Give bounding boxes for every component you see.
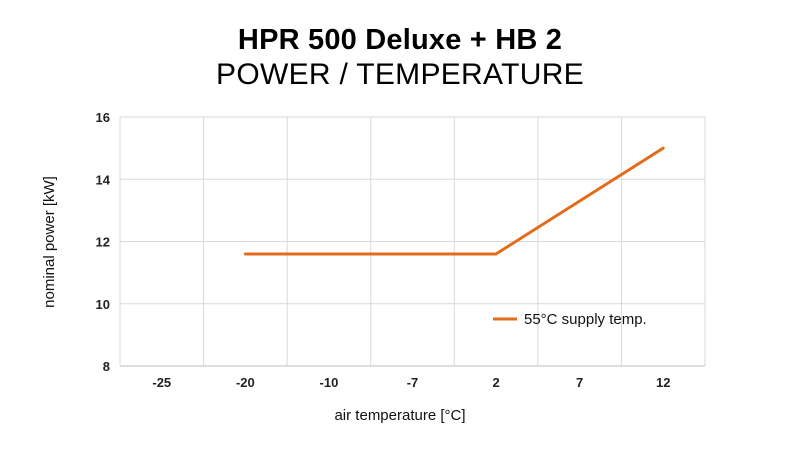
y-tick-label: 8: [103, 359, 110, 374]
x-tick-label: 12: [656, 375, 670, 390]
y-tick-label: 10: [96, 297, 110, 312]
chart-title: HPR 500 Deluxe + HB 2: [237, 24, 563, 56]
x-tick-label: 7: [576, 375, 583, 390]
series-line: [243, 146, 665, 256]
x-tick-label: -7: [407, 375, 419, 390]
y-tick-label: 16: [96, 110, 110, 125]
y-axis-label: nominal power [kW]: [41, 176, 58, 308]
x-axis-label: air temperature [°C]: [334, 407, 465, 424]
grid: [119, 116, 706, 367]
y-axis-ticks: 8 10 12 14 16: [96, 110, 111, 374]
x-tick-label: -20: [236, 375, 255, 390]
y-tick-label: 12: [96, 235, 110, 250]
chart-subtitle: POWER / TEMPERATURE: [216, 58, 584, 91]
y-tick-label: 14: [96, 172, 111, 187]
x-tick-label: -25: [152, 375, 171, 390]
series-layer: [243, 146, 665, 256]
x-tick-label: 2: [492, 375, 499, 390]
x-tick-label: -10: [320, 375, 339, 390]
x-axis-ticks: -25 -20 -10 -7 2 7 12: [152, 375, 670, 390]
legend: 55°C supply temp.: [493, 311, 647, 328]
legend-label: 55°C supply temp.: [524, 311, 647, 328]
